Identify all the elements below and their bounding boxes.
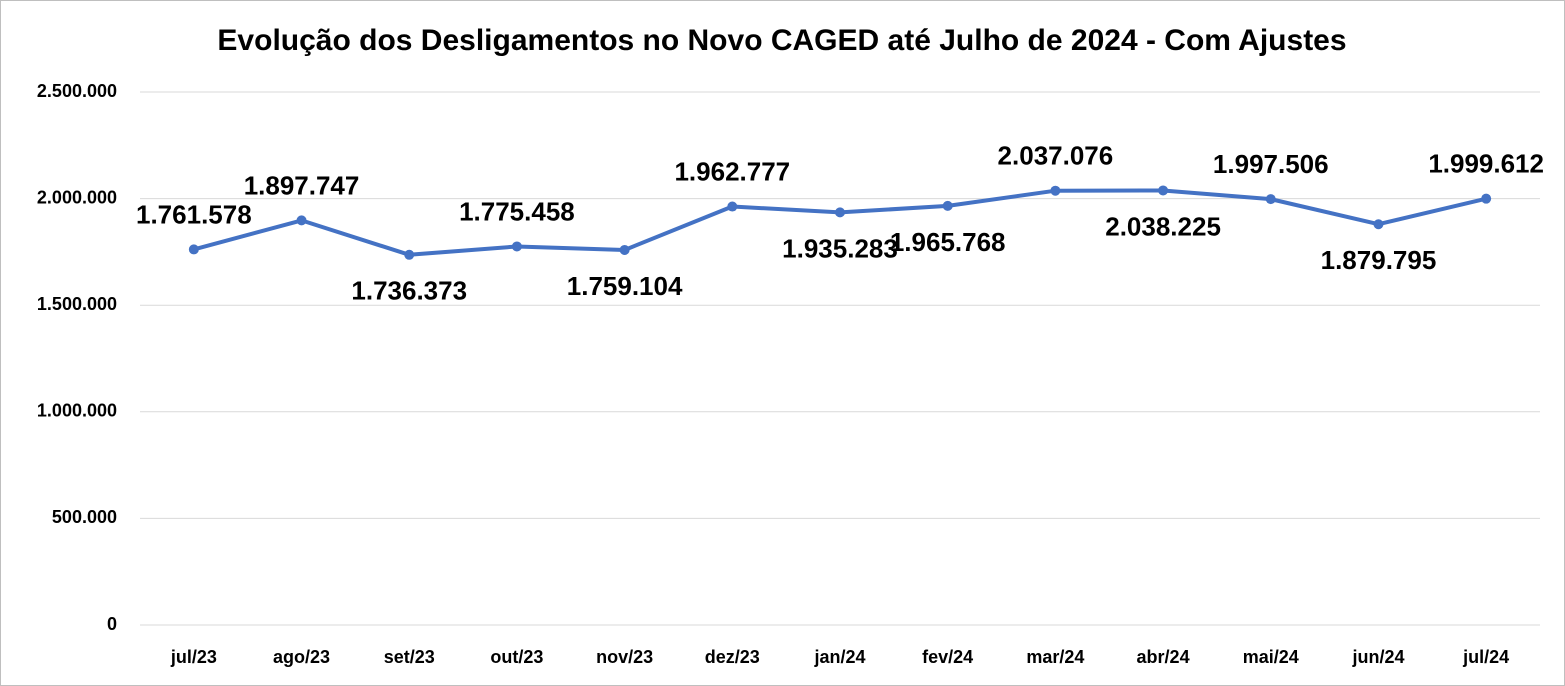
data-point — [1265, 194, 1276, 205]
data-point — [835, 207, 845, 218]
y-tick-label: 500.000 — [52, 507, 117, 527]
data-point — [1373, 219, 1384, 230]
x-tick-label: mar/24 — [1026, 647, 1084, 667]
x-tick-label: jul/24 — [1462, 647, 1509, 667]
x-tick-label: jun/24 — [1351, 647, 1404, 667]
x-tick-label: out/23 — [490, 647, 543, 667]
x-tick-label: set/23 — [384, 647, 435, 667]
data-point — [404, 249, 415, 260]
data-label: 1.759.104 — [567, 271, 683, 301]
data-label: 1.775.458 — [459, 196, 575, 226]
data-point — [1158, 185, 1169, 196]
data-point — [1050, 185, 1061, 196]
x-tick-label: dez/23 — [705, 647, 760, 667]
data-label: 1.897.747 — [244, 170, 360, 200]
x-tick-label: mai/24 — [1243, 647, 1299, 667]
y-tick-label: 1.000.000 — [37, 401, 117, 421]
data-label: 1.965.768 — [890, 227, 1006, 257]
y-tick-label: 2.000.000 — [37, 187, 117, 207]
data-point — [942, 200, 953, 211]
data-point — [188, 244, 199, 255]
x-tick-label: nov/23 — [596, 647, 653, 667]
data-label: 1.736.373 — [351, 276, 467, 306]
data-label: 1.935.283 — [782, 233, 898, 263]
data-point — [619, 244, 630, 255]
data-point — [1481, 193, 1492, 204]
x-tick-label: fev/24 — [922, 647, 973, 667]
y-tick-label: 1.500.000 — [37, 294, 117, 314]
data-point — [511, 241, 522, 252]
data-point — [727, 201, 738, 212]
data-label: 1.962.777 — [674, 156, 790, 186]
data-label: 1.761.578 — [136, 199, 252, 229]
data-label: 1.997.506 — [1213, 149, 1329, 179]
data-label: 1.999.612 — [1428, 149, 1544, 179]
data-label: 2.037.076 — [998, 141, 1114, 171]
y-tick-label: 2.500.000 — [37, 81, 117, 101]
y-tick-label: 0 — [107, 614, 117, 634]
chart-title: Evolução dos Desligamentos no Novo CAGED… — [217, 24, 1346, 57]
x-tick-label: jan/24 — [813, 647, 865, 667]
data-point — [296, 215, 307, 226]
data-label: 2.038.225 — [1105, 211, 1221, 241]
x-tick-label: jul/23 — [170, 647, 217, 667]
x-tick-label: ago/23 — [273, 647, 330, 667]
x-tick-label: abr/24 — [1137, 647, 1190, 667]
data-label: 1.879.795 — [1321, 245, 1437, 275]
